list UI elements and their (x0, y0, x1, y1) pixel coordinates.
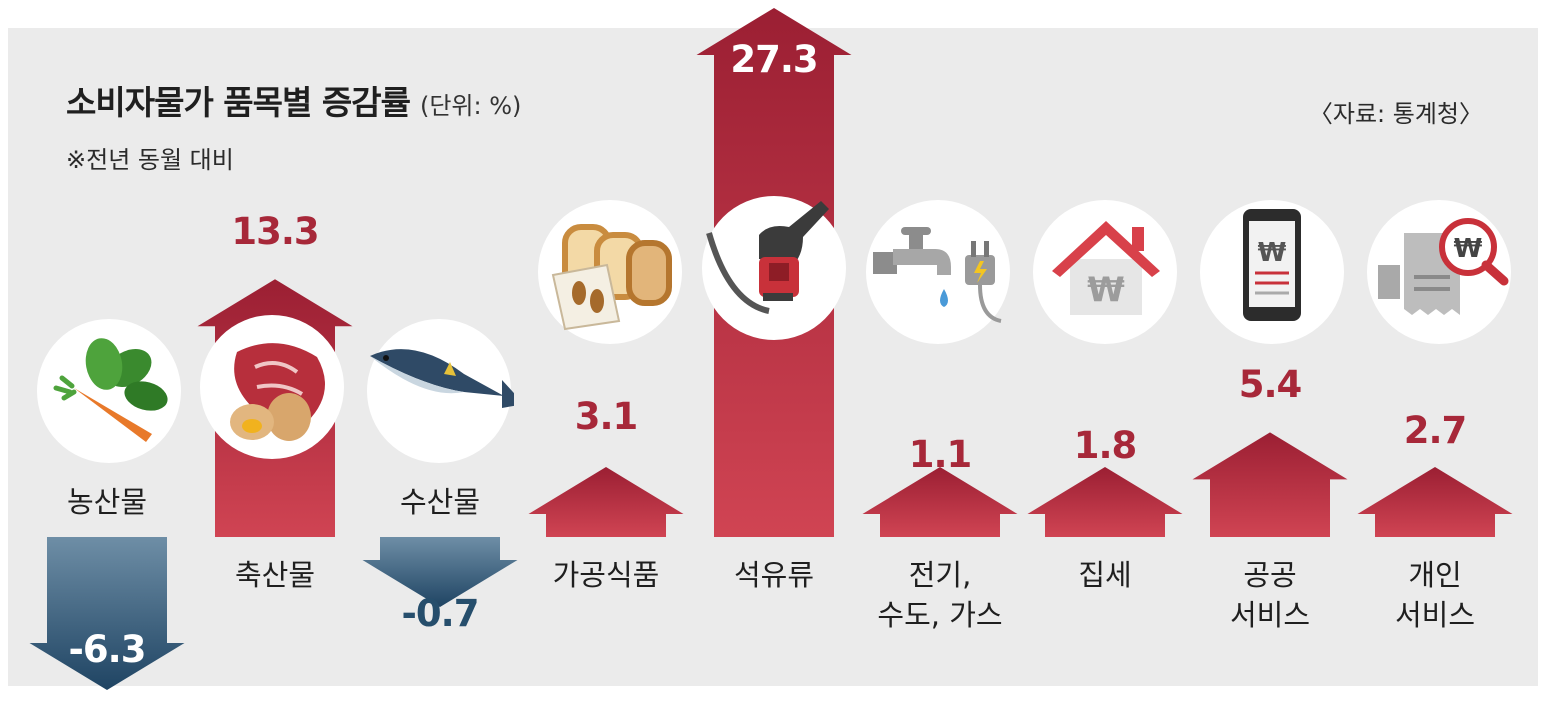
category-label-5: 전기, 수도, 가스 (855, 555, 1025, 635)
unit-label: (단위: %) (419, 92, 522, 120)
house-won-icon: ₩ (1030, 197, 1180, 347)
value-label-5: 1.1 (908, 433, 973, 476)
bread-icon (535, 197, 685, 347)
svg-text:₩: ₩ (1087, 270, 1125, 310)
phone-won-icon: ₩ (1197, 197, 1347, 347)
category-label-6: 집세 (1078, 558, 1132, 592)
category-label-7-line1: 공공 (1243, 558, 1297, 592)
category-label-5-line2: 수도, 가스 (877, 598, 1003, 633)
value-label-6: 1.8 (1073, 424, 1138, 467)
arrow-bar-5 (862, 467, 1018, 537)
category-label-2: 수산물 (399, 485, 481, 519)
svg-text:₩: ₩ (1258, 238, 1287, 268)
value-label-0: -6.3 (68, 628, 147, 671)
arrow-bar-2 (362, 537, 518, 607)
chart-title: 소비자물가 품목별 증감률 (단위: %) (66, 76, 521, 124)
category-label-8-line2: 서비스 (1394, 598, 1476, 633)
category-label-7: 공공 서비스 (1185, 555, 1355, 635)
value-label-7: 5.4 (1238, 363, 1303, 406)
category-label-4: 석유류 (733, 558, 815, 592)
arrow-bar-0 (29, 537, 185, 690)
arrow-bar-6 (1027, 467, 1183, 537)
category-label-8-line1: 개인 (1408, 558, 1462, 592)
arrow-bar-8 (1357, 467, 1513, 537)
value-label-1: 13.3 (231, 210, 319, 253)
category-label-7-line2: 서비스 (1229, 598, 1311, 633)
category-label-8: 개인 서비스 (1350, 555, 1520, 635)
category-label-1: 축산물 (234, 558, 316, 592)
source-label: 〈자료: 통계청〉 (1308, 100, 1483, 128)
arrow-bar-7 (1192, 432, 1348, 537)
value-label-8: 2.7 (1403, 409, 1468, 452)
comparison-note: ※전년 동월 대비 (66, 146, 234, 174)
faucet-plug-icon (863, 197, 1013, 347)
category-label-5-line1: 전기, (908, 558, 972, 592)
title-text: 소비자물가 품목별 증감률 (66, 83, 411, 122)
category-label-0: 농산물 (66, 485, 148, 519)
value-label-2: -0.7 (401, 592, 480, 635)
vegetable-icon (34, 316, 184, 466)
fuel-nozzle-icon (699, 193, 849, 343)
category-label-3: 가공식품 (552, 558, 660, 592)
arrow-bar-3 (528, 467, 684, 537)
fish-icon (364, 316, 524, 466)
svg-text:₩: ₩ (1454, 234, 1483, 264)
value-label-3: 3.1 (574, 395, 639, 438)
receipt-won-icon: ₩ (1364, 197, 1514, 347)
meat-egg-icon (197, 312, 347, 462)
value-label-4: 27.3 (730, 38, 818, 81)
